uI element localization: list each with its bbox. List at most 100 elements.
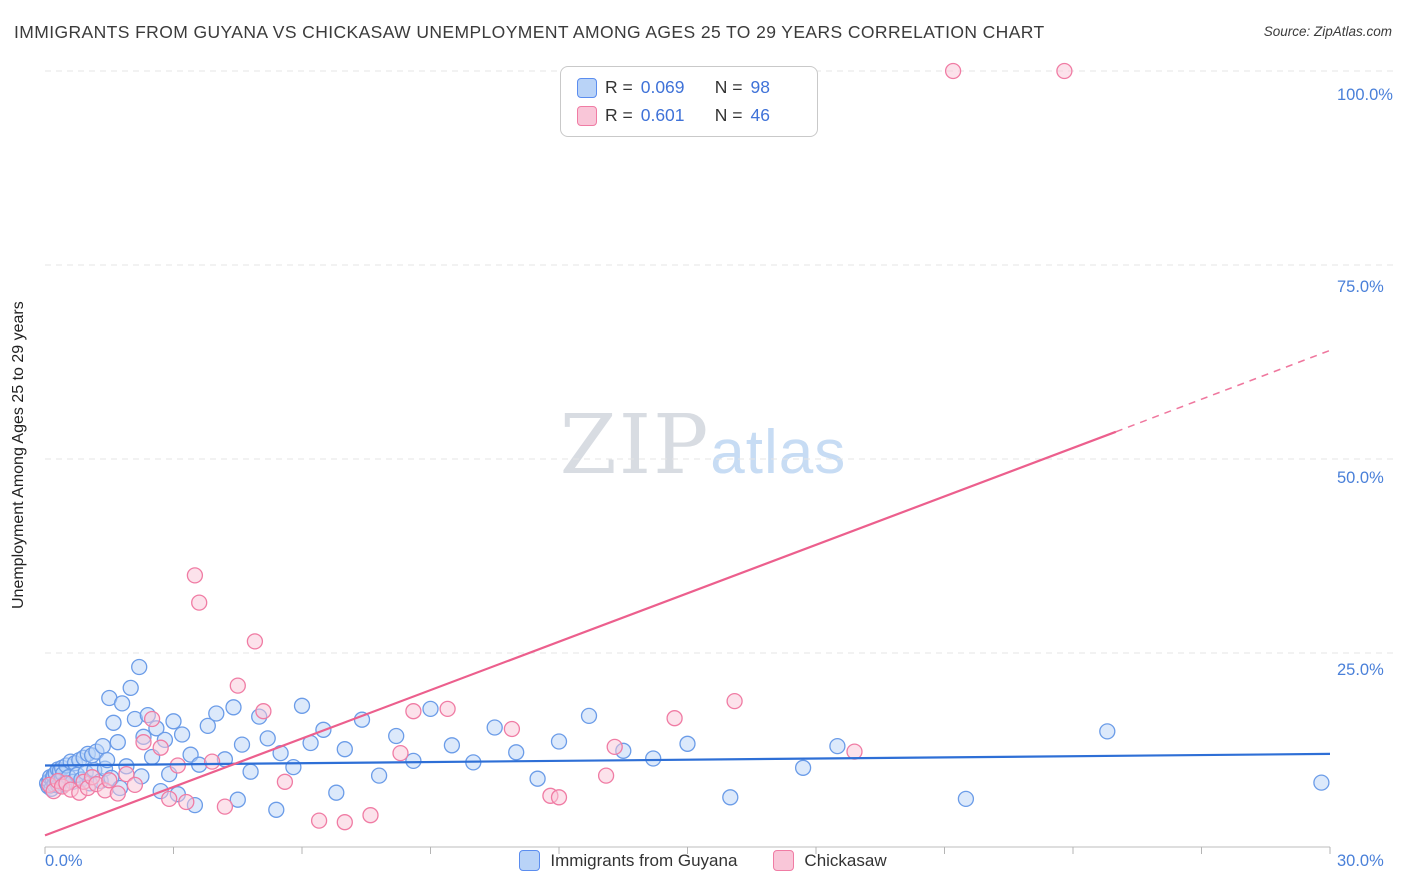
- y-tick-label-100: 100.0%: [1337, 86, 1393, 104]
- scatter-point-chickasaw: [186, 567, 204, 584]
- scatter-point-guyana: [229, 791, 246, 808]
- scatter-point-chickasaw: [1056, 62, 1073, 80]
- scatter-point-chickasaw: [216, 798, 234, 815]
- scatter-point-chickasaw: [336, 814, 353, 831]
- scatter-point-guyana: [242, 763, 259, 780]
- scatter-point-guyana: [550, 733, 568, 750]
- correlation-legend: R = 0.069 N = 98 R = 0.601 N = 46: [560, 66, 818, 137]
- scatter-point-guyana: [259, 730, 276, 747]
- scatter-point-guyana: [794, 759, 812, 776]
- scatter-point-guyana: [443, 737, 461, 754]
- guyana-legend-swatch: [519, 850, 541, 871]
- y-tick-label-25: 25.0%: [1337, 661, 1384, 679]
- scatter-point-guyana: [508, 744, 525, 761]
- scatter-point-chickasaw: [152, 739, 169, 756]
- scatter-point-guyana: [1313, 774, 1330, 791]
- y-tick-label-75: 75.0%: [1337, 278, 1384, 296]
- scatter-point-guyana: [580, 707, 598, 725]
- scatter-point-guyana: [233, 736, 251, 753]
- scatter-point-chickasaw: [503, 720, 521, 738]
- scatter-point-guyana: [105, 714, 122, 731]
- scatter-point-chickasaw: [118, 765, 135, 783]
- scatter-point-chickasaw: [944, 62, 962, 80]
- r-value: 0.069: [640, 77, 685, 97]
- scatter-point-chickasaw: [310, 812, 328, 829]
- r-label: R =: [605, 77, 633, 97]
- scatter-point-chickasaw: [550, 789, 568, 806]
- chickasaw-legend-swatch: [773, 850, 795, 871]
- legend-row-guyana: R = 0.069 N = 98: [577, 77, 801, 98]
- trend-line-chickasaw-extension: [1115, 349, 1331, 433]
- chart-title: IMMIGRANTS FROM GUYANA VS CHICKASAW UNEM…: [14, 22, 1045, 42]
- n-value: 46: [750, 105, 770, 125]
- n-label: N =: [714, 77, 743, 97]
- scatter-point-chickasaw: [203, 753, 221, 770]
- scatter-point-chickasaw: [143, 710, 161, 728]
- watermark-zip: ZIP: [559, 398, 711, 493]
- n-value: 98: [750, 77, 770, 97]
- scatter-point-guyana: [199, 717, 216, 735]
- scatter-point-guyana: [405, 752, 422, 770]
- scatter-point-guyana: [173, 726, 191, 743]
- scatter-point-chickasaw: [109, 785, 126, 802]
- watermark-atlas: atlas: [710, 418, 847, 487]
- scatter-point-guyana: [225, 699, 242, 716]
- r-value: 0.601: [640, 105, 685, 125]
- scatter-point-guyana: [679, 735, 696, 752]
- scatter-point-chickasaw: [276, 773, 294, 790]
- chickasaw-legend-label: Chickasaw: [804, 850, 887, 870]
- scatter-point-chickasaw: [439, 700, 456, 718]
- scatter-point-guyana: [208, 705, 225, 722]
- scatter-point-guyana: [645, 750, 662, 767]
- y-axis-label: Unemployment Among Ages 25 to 29 years: [10, 301, 27, 609]
- r-label: R =: [605, 105, 633, 125]
- x-axis-max-label: 30.0%: [1337, 852, 1384, 870]
- scatter-point-chickasaw: [846, 743, 863, 760]
- scatter-point-guyana: [122, 679, 139, 697]
- scatter-point-chickasaw: [726, 692, 743, 710]
- scatter-point-guyana: [957, 790, 975, 808]
- chickasaw-swatch: [577, 105, 597, 126]
- scatter-point-chickasaw: [255, 703, 272, 720]
- scatter-point-guyana: [529, 770, 546, 787]
- scatter-point-guyana: [268, 801, 285, 818]
- scatter-point-chickasaw: [178, 793, 195, 811]
- n-label: N =: [714, 105, 743, 125]
- trend-line-chickasaw: [44, 430, 1117, 837]
- scatter-point-chickasaw: [405, 703, 422, 720]
- source-attribution: Source: ZipAtlas.com: [1263, 24, 1392, 39]
- scatter-point-guyana: [1099, 723, 1116, 740]
- scatter-point-guyana: [94, 737, 111, 755]
- scatter-point-guyana: [113, 695, 131, 712]
- scatter-point-chickasaw: [362, 807, 379, 824]
- legend-row-chickasaw: R = 0.601 N = 46: [577, 105, 801, 126]
- scatter-point-guyana: [328, 784, 345, 801]
- scatter-point-chickasaw: [135, 734, 152, 751]
- scatter-point-chickasaw: [606, 738, 623, 756]
- scatter-point-chickasaw: [169, 757, 186, 774]
- x-axis-min-label: 0.0%: [45, 852, 83, 870]
- guyana-swatch: [577, 77, 597, 98]
- legend-item-guyana[interactable]: Immigrants from Guyana: [519, 850, 737, 871]
- scatter-point-guyana: [370, 767, 388, 784]
- scatter-point-guyana: [336, 741, 353, 758]
- scatter-point-guyana: [722, 789, 739, 806]
- scatter-point-chickasaw: [229, 677, 246, 694]
- scatter-point-guyana: [388, 727, 405, 745]
- scatter-point-chickasaw: [101, 772, 118, 789]
- scatter-point-guyana: [165, 713, 182, 730]
- guyana-legend-label: Immigrants from Guyana: [550, 850, 738, 870]
- scatter-point-chickasaw: [161, 790, 178, 808]
- series-legend: Immigrants from Guyana Chickasaw: [0, 850, 1406, 871]
- scatter-point-guyana: [486, 719, 503, 736]
- scatter-point-chickasaw: [191, 594, 208, 611]
- watermark: ZIPatlas: [0, 398, 1406, 493]
- scatter-point-guyana: [285, 758, 302, 776]
- scatter-point-guyana: [109, 734, 126, 751]
- scatter-point-chickasaw: [126, 776, 144, 794]
- scatter-point-guyana: [293, 697, 311, 714]
- trend-line-immigrants-from-guyana: [44, 752, 1331, 767]
- legend-item-chickasaw[interactable]: Chickasaw: [773, 850, 887, 871]
- scatter-point-chickasaw: [597, 767, 615, 784]
